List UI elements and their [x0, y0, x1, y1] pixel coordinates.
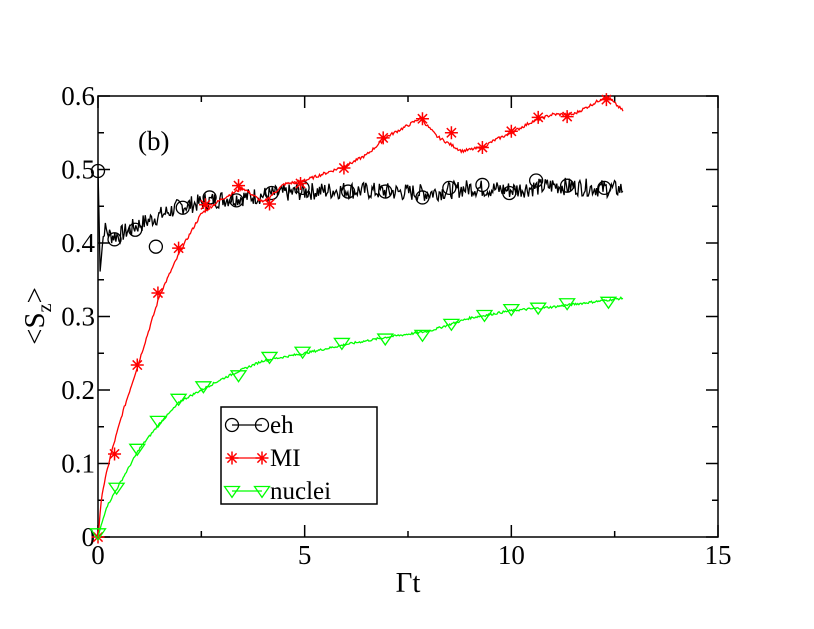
data-point	[475, 140, 489, 154]
data-point	[502, 185, 517, 201]
data-point	[415, 190, 430, 205]
data-point	[560, 110, 574, 124]
data-point	[559, 178, 575, 193]
data-point	[202, 190, 217, 205]
data-point	[149, 415, 167, 429]
data-point	[337, 161, 351, 175]
x-tick-label: 15	[705, 540, 732, 570]
data-point	[148, 239, 164, 254]
data-point	[504, 124, 518, 138]
legend-label: MI	[270, 445, 301, 472]
data-point	[531, 110, 545, 124]
series-line	[97, 169, 624, 272]
data-point	[599, 296, 618, 310]
data-point	[502, 303, 521, 317]
series-MI	[91, 93, 624, 544]
y-tick-label: 0.3	[61, 302, 95, 332]
y-axis-title-sub: z	[34, 303, 56, 312]
data-point	[529, 302, 547, 316]
legend-item-eh: eh	[224, 412, 294, 439]
legend-items: eh MI nuclei	[223, 412, 331, 505]
data-point	[254, 417, 270, 433]
data-point	[597, 180, 612, 196]
data-point	[169, 393, 188, 407]
data-point	[194, 381, 213, 394]
data-point	[175, 200, 190, 215]
y-tick-label: 0.6	[61, 81, 95, 111]
data-point	[378, 184, 393, 199]
y-axis-title-main: <S	[19, 312, 51, 344]
data-point	[444, 126, 458, 140]
y-axis-title: <Sz>	[19, 287, 56, 345]
x-axis-title: Γt	[396, 567, 421, 599]
series-nuclei	[89, 296, 624, 541]
data-point	[223, 485, 241, 499]
x-tick-label: 5	[298, 540, 312, 570]
data-point	[172, 241, 186, 255]
legend: eh MI nuclei	[220, 406, 378, 505]
data-point	[198, 198, 212, 212]
data-point	[89, 528, 107, 541]
data-point	[294, 176, 308, 190]
data-point	[260, 351, 279, 365]
legend-box	[220, 406, 378, 505]
y-axis-title-close: >	[19, 287, 51, 303]
legend-label: nuclei	[270, 478, 331, 505]
axis-ticks	[97, 95, 719, 538]
data-point	[225, 451, 239, 465]
data-point	[293, 346, 312, 360]
y-tick-label: 0.5	[61, 155, 95, 185]
data-point	[90, 163, 106, 179]
data-point	[229, 370, 248, 383]
data-point	[263, 197, 277, 211]
data-point	[255, 451, 269, 465]
data-point	[558, 298, 576, 311]
x-tick-label: 0	[91, 540, 105, 570]
data-point	[107, 232, 122, 247]
y-tick-label: 0.1	[61, 449, 95, 479]
series-line	[97, 296, 624, 538]
series-eh	[90, 163, 624, 272]
data-point	[413, 329, 432, 343]
data-point	[376, 333, 395, 347]
data-point	[528, 173, 544, 188]
data-point	[128, 222, 143, 237]
data-point	[107, 482, 126, 496]
data-point	[108, 447, 122, 461]
data-point	[151, 286, 165, 300]
data-point	[415, 112, 429, 126]
data-point	[475, 309, 494, 323]
data-point	[475, 177, 490, 193]
data-point	[340, 184, 356, 199]
data-point	[376, 131, 390, 145]
data-point	[128, 443, 147, 457]
data-point	[599, 93, 613, 107]
data-point	[442, 318, 461, 332]
data-point	[253, 485, 271, 499]
legend-item-nuclei: nuclei	[223, 478, 331, 505]
series-layer	[89, 93, 624, 544]
legend-item-MI: MI	[225, 445, 301, 472]
panel-label: (b)	[138, 126, 169, 156]
x-tick-label: 10	[498, 540, 525, 570]
y-tick-label: 0.2	[61, 375, 95, 405]
data-point	[264, 185, 279, 201]
data-point	[232, 179, 246, 193]
data-point	[442, 180, 457, 196]
data-point	[333, 337, 351, 351]
data-point	[224, 417, 240, 433]
svg-text:<Sz>: <Sz>	[19, 287, 56, 345]
y-tick-label: 0.4	[61, 228, 95, 258]
plot-frame	[97, 95, 719, 538]
data-point	[130, 358, 144, 372]
data-point	[229, 193, 244, 208]
legend-label: eh	[270, 412, 294, 439]
